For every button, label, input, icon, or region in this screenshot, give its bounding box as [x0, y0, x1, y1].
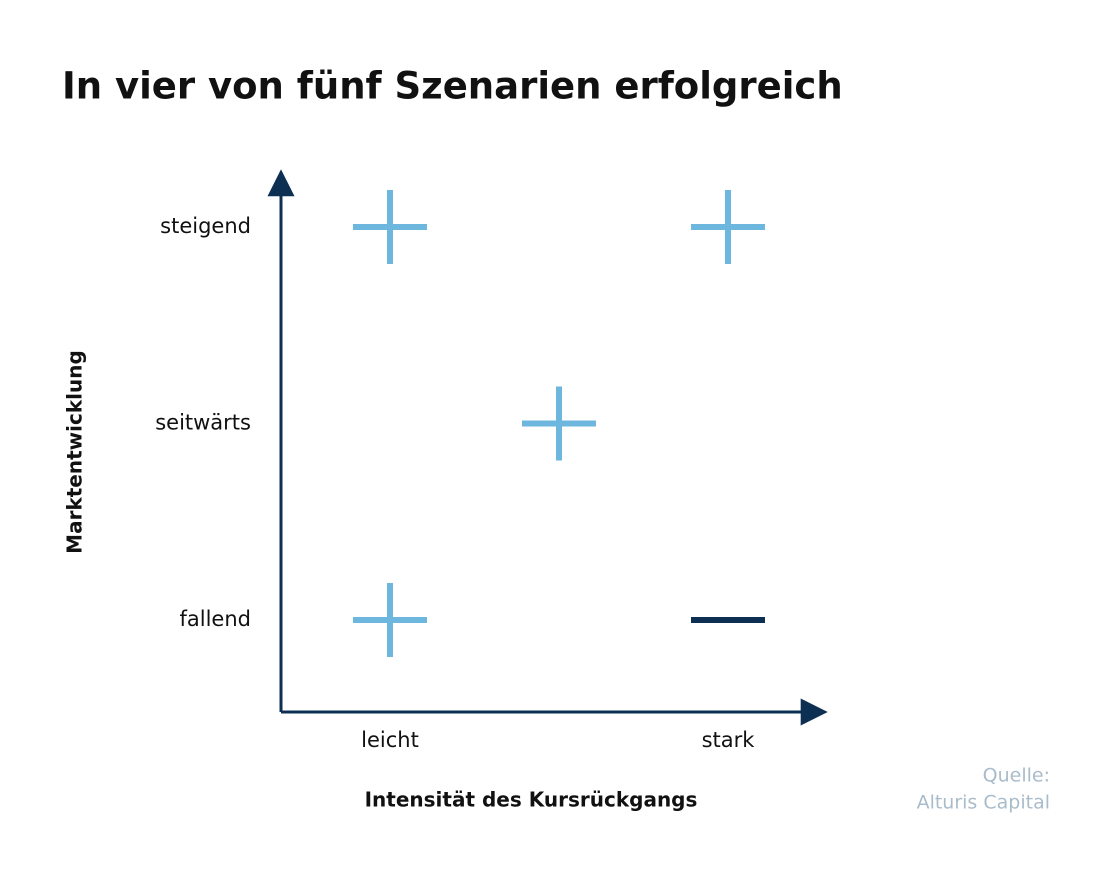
y-tick-label: steigend: [160, 214, 251, 238]
plus-marker: [353, 583, 427, 657]
chart-title: In vier von fünf Szenarien erfolgreich: [62, 65, 843, 108]
plus-marker: [691, 190, 765, 264]
y-axis-label: Marktentwicklung: [63, 350, 87, 554]
source-label: Quelle:: [983, 765, 1050, 787]
x-tick-label: leicht: [361, 728, 419, 752]
y-tick-label: fallend: [180, 607, 252, 631]
source-name: Alturis Capital: [917, 792, 1050, 814]
plus-marker: [522, 386, 596, 461]
y-tick-label: seitwärts: [155, 411, 251, 435]
plus-marker: [353, 190, 427, 264]
x-tick-label: stark: [702, 728, 756, 752]
x-axis-label: Intensität des Kursrückgangs: [365, 788, 698, 812]
